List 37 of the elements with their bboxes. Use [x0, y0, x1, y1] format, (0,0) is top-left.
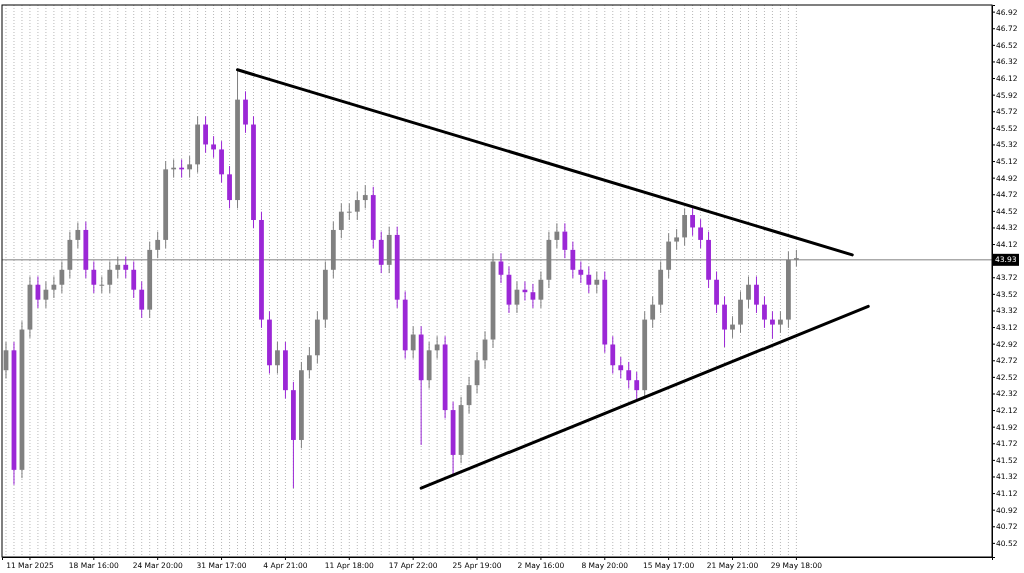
candlestick — [99, 275, 105, 294]
candlestick — [730, 315, 735, 339]
candlestick — [75, 221, 81, 249]
candlestick — [754, 275, 759, 314]
candlestick — [211, 135, 216, 159]
candlestick — [594, 270, 600, 294]
candlestick — [778, 310, 783, 334]
candlestick — [634, 371, 640, 400]
candlestick — [306, 346, 312, 380]
candlestick — [91, 260, 97, 294]
candlestick — [410, 325, 416, 360]
candlestick — [586, 265, 592, 294]
candlestick — [570, 241, 576, 279]
candlestick — [770, 310, 775, 340]
candlestick — [578, 260, 584, 284]
candlestick — [618, 356, 624, 380]
candlestick — [674, 228, 680, 251]
candlestick — [746, 275, 751, 309]
candlestick — [650, 295, 656, 329]
candlestick — [275, 341, 280, 375]
candlestick — [554, 222, 560, 249]
candlestick — [698, 218, 703, 249]
candlestick — [131, 260, 137, 299]
candlestick — [690, 206, 695, 237]
candlestick — [354, 191, 360, 221]
candlestick — [610, 335, 616, 375]
candlestick — [139, 280, 145, 319]
candlestick — [346, 202, 352, 221]
candlestick — [682, 207, 688, 247]
candlestick — [562, 222, 568, 259]
candlestick — [338, 202, 344, 239]
candlestick — [362, 184, 368, 209]
candlestick — [626, 361, 632, 389]
candlestick — [203, 115, 208, 154]
candlestick — [123, 256, 129, 279]
candlestick — [187, 155, 193, 179]
candlestick — [762, 295, 767, 329]
